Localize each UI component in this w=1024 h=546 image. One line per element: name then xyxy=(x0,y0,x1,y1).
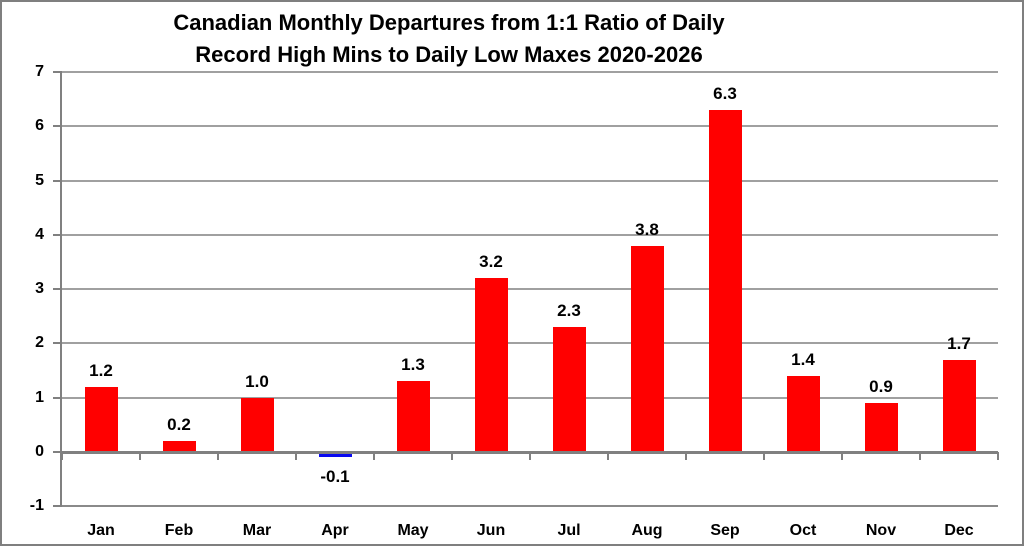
data-label-sep: 6.3 xyxy=(713,84,737,103)
chart-title-line-2: Record High Mins to Daily Low Maxes 2020… xyxy=(195,42,703,67)
gridline-4 xyxy=(60,233,998,236)
data-label-dec: 1.7 xyxy=(947,333,971,353)
y-axis-tick-3 xyxy=(53,288,60,291)
data-label-nov: 0.9 xyxy=(869,377,893,397)
data-label-may: 1.3 xyxy=(401,355,425,375)
gridline-7 xyxy=(60,71,998,73)
bar-apr xyxy=(318,452,352,458)
y-axis-label-6: 6 xyxy=(35,117,44,135)
y-axis-tick-6 xyxy=(53,125,60,128)
gridline-6 xyxy=(60,125,998,128)
x-axis-tick-12 xyxy=(997,452,999,460)
x-axis-label-jul: Jul xyxy=(557,522,581,539)
data-label-jun: 3.2 xyxy=(479,252,503,272)
y-axis-tick-4 xyxy=(53,233,60,236)
y-axis-tick-1 xyxy=(53,396,60,399)
chart-title-line-1: Canadian Monthly Departures from 1:1 Rat… xyxy=(173,10,725,35)
bar-jul xyxy=(552,327,586,452)
data-label-apr: -0.1 xyxy=(320,467,350,487)
x-axis-tick-11 xyxy=(919,452,921,460)
x-axis-label-nov: Nov xyxy=(865,522,897,539)
x-axis-label-jan: Jan xyxy=(87,522,115,539)
y-axis-tick-5 xyxy=(53,179,60,182)
data-label-oct: 1.4 xyxy=(791,350,815,369)
y-axis-label-4: 4 xyxy=(35,225,44,243)
x-axis-label-oct: Oct xyxy=(789,522,817,539)
gridline-2 xyxy=(60,342,998,345)
x-axis-label-dec: Dec xyxy=(944,522,974,539)
y-axis-label-3: 3 xyxy=(35,280,44,298)
y-axis-line xyxy=(60,71,62,507)
gridline-5 xyxy=(60,179,998,182)
chart-title: Canadian Monthly Departures from 1:1 Rat… xyxy=(68,7,830,71)
data-label-feb: 0.2 xyxy=(167,415,191,435)
y-axis-label-2: 2 xyxy=(35,334,44,352)
x-axis-label-mar: Mar xyxy=(242,522,272,539)
bar-aug xyxy=(630,245,664,452)
x-axis-label-jun: Jun xyxy=(476,522,506,539)
data-label-jul: 2.3 xyxy=(557,301,581,321)
y-axis-tick-2 xyxy=(53,342,60,345)
bar-feb xyxy=(162,441,196,452)
x-axis-tick-1 xyxy=(139,452,141,460)
x-axis-label-may: May xyxy=(397,522,429,539)
bar-nov xyxy=(864,403,898,452)
x-axis-tick-6 xyxy=(529,452,531,460)
bar-may xyxy=(396,381,430,452)
y-axis-label-1: 1 xyxy=(35,388,44,406)
y-axis-tick-0 xyxy=(53,451,60,453)
data-label-aug: 3.8 xyxy=(635,219,659,239)
gridline--1 xyxy=(60,505,998,508)
y-axis-label-7: 7 xyxy=(35,63,44,80)
y-axis-label--1: -1 xyxy=(29,497,44,515)
gridline-3 xyxy=(60,288,998,291)
data-label-jan: 1.2 xyxy=(89,360,113,380)
x-axis-tick-3 xyxy=(295,452,297,460)
bar-dec xyxy=(942,359,976,452)
bar-jun xyxy=(474,278,508,452)
x-axis-tick-0 xyxy=(61,452,63,460)
x-axis-tick-9 xyxy=(763,452,765,460)
x-axis-label-aug: Aug xyxy=(631,522,663,539)
x-axis-tick-5 xyxy=(451,452,453,460)
data-label-mar: 1.0 xyxy=(245,371,269,391)
y-axis-tick-7 xyxy=(53,71,60,73)
x-axis-tick-10 xyxy=(841,452,843,460)
bar-jan xyxy=(84,386,118,452)
gridline-1 xyxy=(60,396,998,399)
x-axis-label-feb: Feb xyxy=(164,522,194,539)
y-axis-tick--1 xyxy=(53,505,60,508)
y-axis-label-5: 5 xyxy=(35,171,44,189)
y-axis-label-0: 0 xyxy=(35,443,44,460)
bar-mar xyxy=(240,397,274,452)
x-axis-label-sep: Sep xyxy=(710,522,740,539)
x-axis-tick-7 xyxy=(607,452,609,460)
bar-oct xyxy=(786,376,820,452)
x-axis-label-apr: Apr xyxy=(321,522,349,539)
bar-sep xyxy=(708,110,742,452)
x-axis-tick-8 xyxy=(685,452,687,460)
x-axis-tick-2 xyxy=(217,452,219,460)
x-axis-tick-4 xyxy=(373,452,375,460)
